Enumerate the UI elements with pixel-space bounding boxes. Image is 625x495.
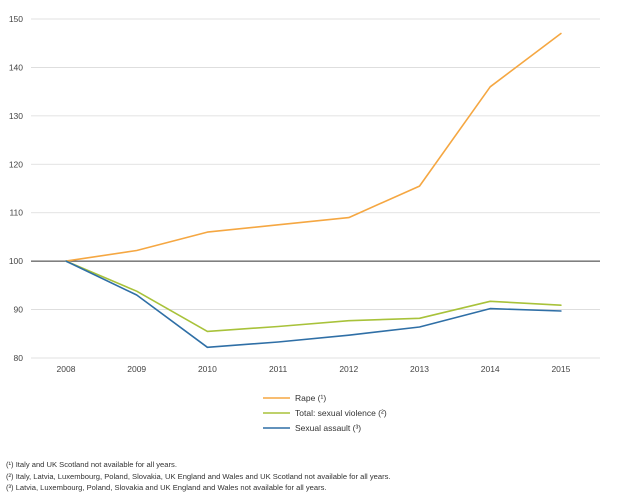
series-line xyxy=(65,260,562,333)
footnote: (²) Italy, Latvia, Luxembourg, Poland, S… xyxy=(6,471,391,481)
legend-label: Rape (¹) xyxy=(295,393,326,403)
x-tick-label: 2013 xyxy=(410,364,429,374)
y-tick-label: 100 xyxy=(9,256,23,266)
footnote: (¹) Italy and UK Scotland not available … xyxy=(6,460,177,469)
gridlines xyxy=(31,18,600,359)
y-tick-label: 120 xyxy=(9,159,23,169)
x-tick-label: 2009 xyxy=(127,364,146,374)
x-tick-label: 2010 xyxy=(198,364,217,374)
x-tick-label: 2015 xyxy=(551,364,570,374)
x-tick-label: 2012 xyxy=(339,364,358,374)
series-lines xyxy=(65,32,562,349)
y-axis: 80 90 100 110 120 130 140 150 xyxy=(9,14,23,363)
footnote: (³) Latvia, Luxembourg, Poland, Slovakia… xyxy=(6,483,327,493)
footnotes: (¹) Italy and UK Scotland not available … xyxy=(6,459,616,494)
legend-label: Total: sexual violence (²) xyxy=(295,408,387,418)
legend-label: Sexual assault (³) xyxy=(295,423,361,433)
y-tick-label: 110 xyxy=(9,208,23,218)
x-tick-label: 2011 xyxy=(269,364,288,374)
y-tick-label: 150 xyxy=(9,14,23,24)
legend: Rape (¹) Total: sexual violence (²) Sexual… xyxy=(263,393,387,433)
series-line xyxy=(65,32,562,262)
x-axis: 2008 2009 2010 2011 2012 2013 2014 2015 xyxy=(57,364,571,374)
y-tick-label: 130 xyxy=(9,111,23,121)
x-tick-label: 2008 xyxy=(57,364,76,374)
x-tick-label: 2014 xyxy=(481,364,500,374)
y-tick-label: 80 xyxy=(14,353,24,363)
series-line xyxy=(65,260,562,349)
y-tick-label: 90 xyxy=(14,305,24,315)
y-tick-label: 140 xyxy=(9,62,23,72)
